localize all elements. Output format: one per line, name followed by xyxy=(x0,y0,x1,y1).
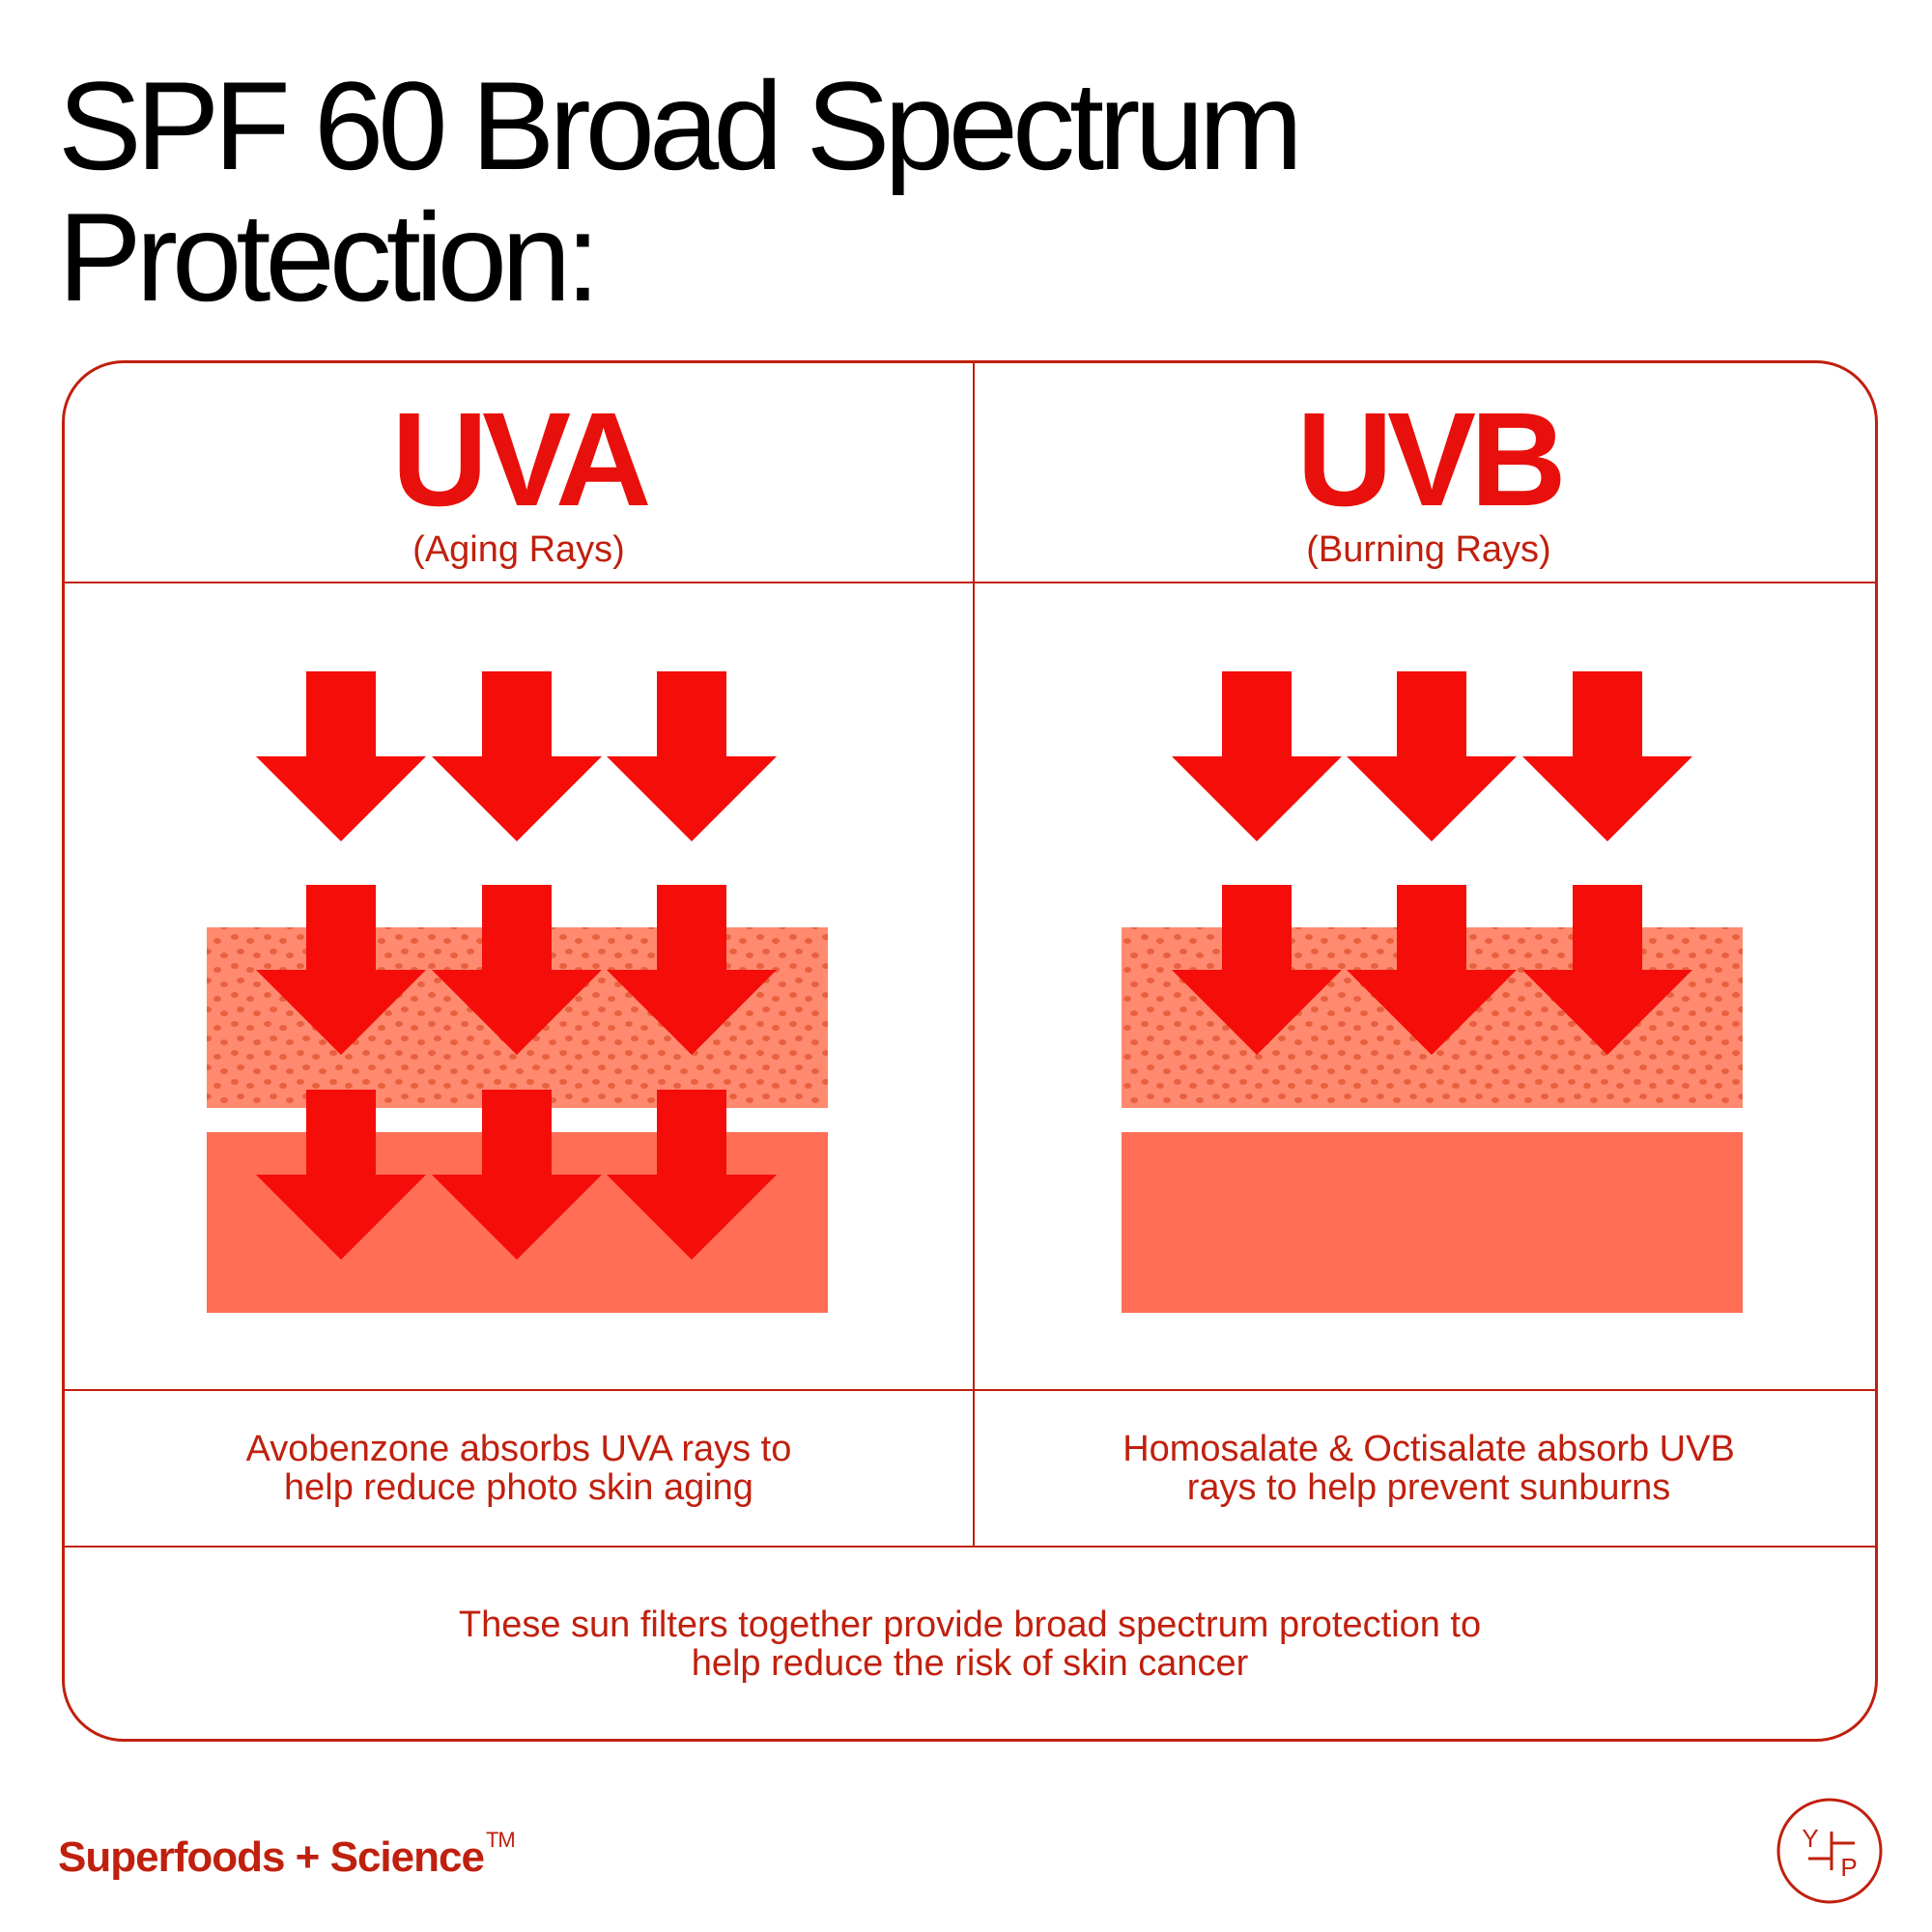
uvb-subtitle: (Burning Rays) xyxy=(1306,529,1551,570)
uva-header: UVA (Aging Rays) xyxy=(65,363,973,582)
comparison-panel: UVA (Aging Rays) xyxy=(62,360,1878,1742)
header-divider xyxy=(65,582,1875,583)
uvb-arrow xyxy=(1522,671,1692,841)
brand-logo-icon: Y P xyxy=(1776,1798,1883,1904)
uva-illustration xyxy=(65,583,973,1389)
uva-subtitle: (Aging Rays) xyxy=(412,529,625,570)
headline-line-1: SPF 60 Broad Spectrum xyxy=(58,55,1303,196)
uva-caption: Avobenzone absorbs UVA rays to help redu… xyxy=(65,1391,973,1546)
uvb-caption-text: Homosalate & Octisalate absorb UVB rays … xyxy=(1122,1429,1735,1508)
trademark-mark: TM xyxy=(485,1828,516,1852)
brand-text: Superfoods + Science xyxy=(58,1833,485,1881)
uvb-diagram xyxy=(1122,671,1743,1313)
uva-arrow xyxy=(432,671,602,841)
uvb-caption: Homosalate & Octisalate absorb UVB rays … xyxy=(975,1391,1883,1546)
brand-name: Superfoods + ScienceTM xyxy=(58,1828,516,1882)
column-divider xyxy=(973,363,975,1546)
illustration-divider xyxy=(65,1389,1875,1391)
uva-arrow xyxy=(607,671,777,841)
headline-line-2: Protection: xyxy=(58,186,600,327)
uva-title: UVA xyxy=(391,385,651,534)
logo-letter-y: Y xyxy=(1802,1824,1818,1853)
logo-letter-p: P xyxy=(1840,1853,1857,1882)
uvb-header: UVB (Burning Rays) xyxy=(975,363,1883,582)
uva-arrow xyxy=(256,671,426,841)
uvb-arrow xyxy=(1172,671,1342,841)
uvb-title: UVB xyxy=(1296,385,1566,534)
headline: SPF 60 Broad Spectrum Protection: xyxy=(58,60,1700,323)
caption-divider xyxy=(65,1546,1875,1548)
uva-diagram xyxy=(207,671,828,1313)
uvb-illustration xyxy=(975,583,1883,1389)
summary-text: These sun filters together provide broad… xyxy=(458,1605,1482,1684)
uvb-arrow xyxy=(1347,671,1517,841)
uva-caption-text: Avobenzone absorbs UVA rays to help redu… xyxy=(245,1429,792,1508)
uvb-inner-skin-layer xyxy=(1122,1132,1743,1313)
summary-note: These sun filters together provide broad… xyxy=(65,1548,1875,1741)
